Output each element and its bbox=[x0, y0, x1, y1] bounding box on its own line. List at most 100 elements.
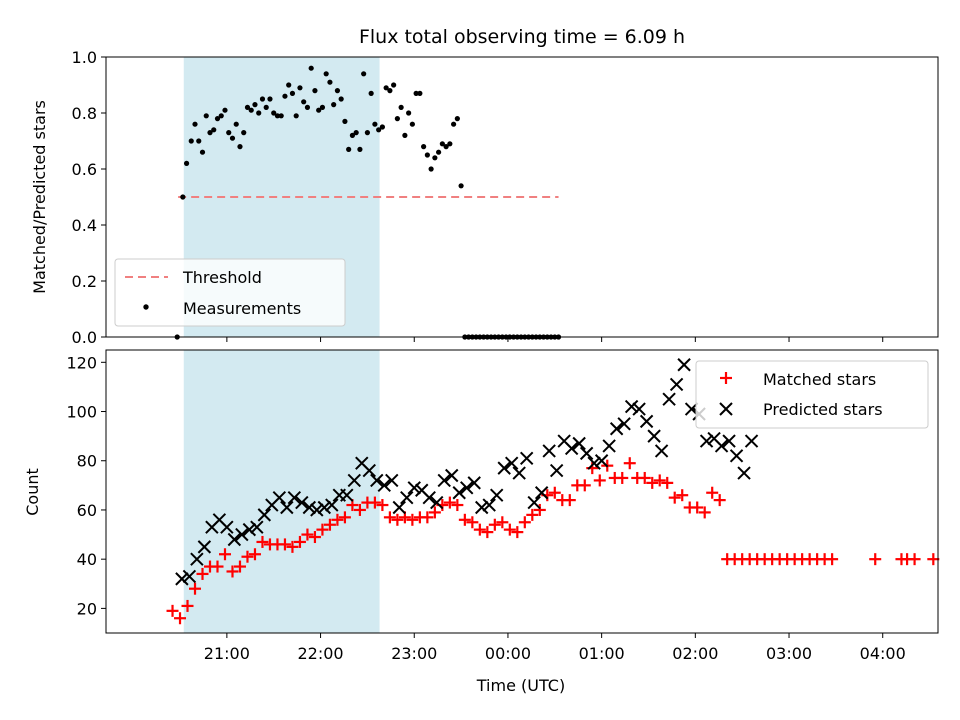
predicted-point-b bbox=[639, 414, 654, 429]
matched-star-point bbox=[473, 523, 486, 536]
predicted-star-point bbox=[587, 456, 601, 470]
measurement-point bbox=[293, 113, 299, 119]
bottom-plot-frame bbox=[105, 349, 939, 634]
predicted-point-b bbox=[400, 490, 414, 505]
measurement-point bbox=[282, 93, 288, 99]
measurement-point bbox=[346, 146, 352, 152]
matched-star-point bbox=[323, 518, 336, 531]
matched-star-point bbox=[496, 516, 509, 529]
y-tick-label: 0.4 bbox=[72, 216, 97, 235]
predicted-point-b bbox=[257, 508, 272, 522]
predicted-star-point bbox=[699, 434, 714, 448]
predicted-point-b bbox=[362, 463, 376, 478]
matched-star-point bbox=[908, 553, 921, 566]
measurement-point bbox=[402, 132, 408, 138]
y-tick-label: 80 bbox=[77, 452, 97, 471]
predicted-point-b bbox=[370, 473, 384, 488]
predicted-point-b bbox=[280, 500, 294, 515]
measurement-point bbox=[331, 102, 337, 108]
predicted-point-b bbox=[744, 434, 759, 448]
predicted-point-b bbox=[519, 451, 534, 465]
matched-star-point bbox=[211, 560, 224, 573]
y-tick-label: 0.2 bbox=[72, 272, 97, 291]
matched-star-point bbox=[338, 511, 351, 524]
predicted-point-b bbox=[677, 358, 691, 372]
matched-star-point bbox=[578, 479, 591, 492]
predicted-point-b bbox=[287, 490, 302, 505]
top-plot-frame bbox=[105, 56, 939, 338]
measurements-series bbox=[174, 65, 562, 340]
predicted-point-b bbox=[654, 444, 669, 458]
measurement-point bbox=[222, 107, 228, 113]
measurement-point bbox=[304, 104, 311, 110]
matched-star-point bbox=[301, 528, 314, 541]
predicted-star-point bbox=[392, 500, 406, 515]
predicted-star-point bbox=[460, 481, 474, 495]
predicted-point-b bbox=[669, 377, 684, 392]
legend-threshold-label: Threshold bbox=[182, 268, 262, 287]
predicted-point-b bbox=[662, 392, 676, 406]
measurement-point bbox=[327, 79, 333, 85]
matched-star-point bbox=[869, 553, 882, 566]
predicted-star-point bbox=[437, 473, 451, 488]
predicted-point-b bbox=[564, 441, 579, 456]
predicted-star-point bbox=[639, 414, 654, 429]
predicted-star-point bbox=[737, 466, 751, 480]
predicted-stars-series bbox=[175, 358, 759, 586]
predicted-star-point bbox=[504, 456, 519, 470]
matched-star-point bbox=[368, 496, 381, 509]
measurement-point bbox=[244, 104, 251, 110]
y-tick-label: 20 bbox=[77, 599, 97, 618]
predicted-point-b bbox=[347, 473, 361, 488]
y-tick-label: 0.0 bbox=[72, 328, 97, 347]
bottom-y-axis: 20 40 60 80 100 120 bbox=[66, 353, 106, 618]
predicted-star-point bbox=[647, 429, 661, 443]
measurement-point bbox=[443, 144, 449, 150]
measurement-point bbox=[278, 113, 284, 119]
predicted-star-point bbox=[572, 436, 586, 451]
matched-star-point bbox=[174, 612, 187, 625]
matched-star-point bbox=[278, 538, 291, 551]
predicted-star-point bbox=[340, 488, 354, 502]
predicted-point-b bbox=[392, 500, 406, 515]
measurement-point bbox=[379, 124, 385, 130]
bottom-panel: 20 40 60 80 100 120 21:00 22:00 23:00 00:00 01:00… bbox=[23, 349, 940, 695]
measurement-point bbox=[428, 166, 434, 172]
matched-star-point bbox=[563, 494, 576, 507]
predicted-star-point bbox=[280, 500, 294, 515]
predicted-star-point bbox=[669, 377, 684, 392]
predicted-star-point bbox=[272, 490, 287, 505]
matched-star-point bbox=[646, 476, 659, 489]
predicted-star-point bbox=[400, 490, 414, 505]
matched-star-point bbox=[391, 513, 404, 526]
predicted-point-b bbox=[430, 495, 444, 510]
measurement-point bbox=[368, 90, 374, 96]
predicted-star-point bbox=[287, 490, 302, 505]
predicted-point-b bbox=[542, 444, 556, 458]
predicted-star-point bbox=[662, 392, 676, 406]
predicted-point-b bbox=[250, 520, 264, 534]
measurement-point bbox=[409, 121, 415, 127]
measurement-point bbox=[289, 90, 296, 96]
predicted-star-point bbox=[579, 446, 594, 461]
measurement-point bbox=[199, 149, 206, 155]
measurement-point bbox=[274, 113, 281, 119]
predicted-point-b bbox=[699, 434, 714, 448]
measurement-point bbox=[196, 138, 202, 144]
measurement-point bbox=[372, 121, 378, 127]
y-tick-label: 40 bbox=[77, 550, 97, 569]
measurement-point bbox=[301, 99, 307, 105]
predicted-point-b bbox=[475, 500, 489, 515]
predicted-star-point bbox=[370, 473, 384, 488]
predicted-star-point bbox=[549, 463, 564, 478]
predicted-star-point bbox=[594, 454, 609, 468]
y-tick-label: 0.8 bbox=[72, 104, 97, 123]
predicted-point-b bbox=[489, 488, 504, 502]
predicted-star-point bbox=[542, 444, 556, 458]
measurement-point bbox=[207, 130, 213, 136]
matched-star-point bbox=[826, 553, 839, 566]
bottom-y-axis-label: Count bbox=[23, 468, 42, 516]
predicted-star-point bbox=[527, 495, 541, 510]
matched-star-point bbox=[713, 494, 726, 507]
measurement-point bbox=[454, 116, 460, 122]
